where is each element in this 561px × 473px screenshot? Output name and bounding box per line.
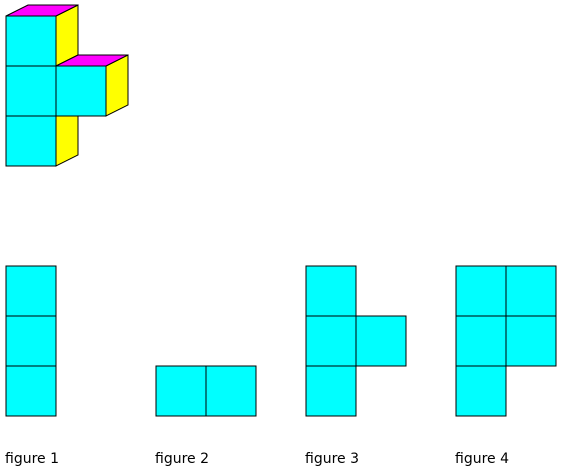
figure-cell — [5, 315, 57, 367]
figure-cell — [305, 315, 357, 367]
figure-cell — [455, 315, 507, 367]
figure-cell — [355, 315, 407, 367]
cube-front-face — [5, 65, 57, 117]
figure-1-shape — [5, 265, 57, 417]
figure-4-caption: figure 4 — [455, 451, 509, 467]
figure-cell — [305, 365, 357, 417]
figure-2-caption: figure 2 — [155, 451, 209, 467]
figure-4-shape — [455, 265, 557, 417]
figure-cell — [5, 265, 57, 317]
cube-front-face — [55, 65, 107, 117]
figure-cell — [455, 265, 507, 317]
cube-front-face — [5, 15, 57, 67]
cube-solid — [5, 4, 129, 167]
figure-cell — [305, 265, 357, 317]
figure-2-shape — [155, 365, 257, 417]
figure-cell — [5, 365, 57, 417]
figure-3-caption: figure 3 — [305, 451, 359, 467]
figure-cell — [505, 315, 557, 367]
figure-cell — [505, 265, 557, 317]
figure-cell — [205, 365, 257, 417]
figure-1-caption: figure 1 — [5, 451, 59, 467]
figure-cell — [455, 365, 507, 417]
cube-front-face — [5, 115, 57, 167]
figure-cell — [155, 365, 207, 417]
figure-3-shape — [305, 265, 407, 417]
